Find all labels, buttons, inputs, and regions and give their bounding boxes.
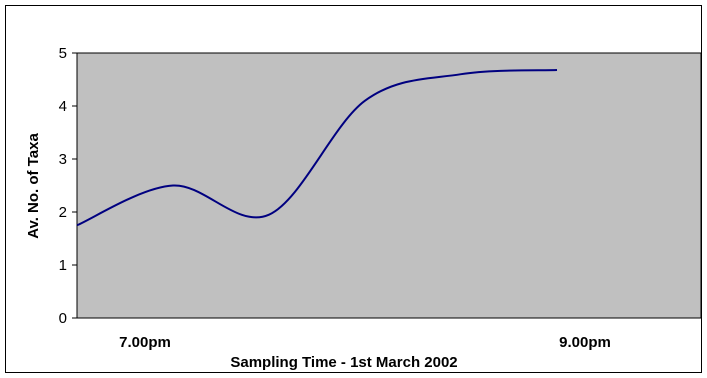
y-axis-title: Av. No. of Taxa <box>25 133 42 239</box>
series-line <box>76 68 558 227</box>
y-tick-label: 4 <box>59 98 67 115</box>
y-tick-label: 1 <box>59 257 67 274</box>
x-tick-label-7pm: 7.00pm <box>119 334 171 351</box>
y-tick-label: 3 <box>59 151 67 168</box>
y-axis: 0 1 2 3 4 5 <box>59 45 77 327</box>
y-tick-label: 2 <box>59 204 67 221</box>
y-tick-label: 0 <box>59 310 67 327</box>
x-tick-label-9pm: 9.00pm <box>559 334 611 351</box>
y-tick-label: 5 <box>59 45 67 62</box>
x-axis-title: Sampling Time - 1st March 2002 <box>230 354 457 371</box>
series-layer <box>76 68 558 227</box>
